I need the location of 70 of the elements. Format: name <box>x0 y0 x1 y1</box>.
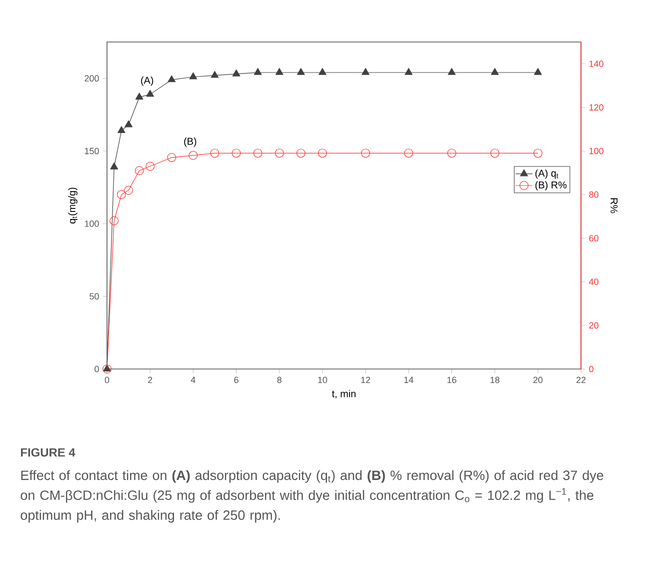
x-tick-label: 12 <box>361 376 370 384</box>
y-axis-title: q$_{t}$(mg/g) <box>68 188 78 224</box>
annotation: (A) <box>141 76 154 86</box>
point <box>124 120 132 128</box>
y2-axis-title: R% <box>610 198 618 214</box>
x-axis-title: t, min <box>332 390 356 398</box>
point <box>404 68 413 75</box>
y2-tick-label: 80 <box>589 191 598 198</box>
point <box>232 148 241 158</box>
point <box>296 68 305 75</box>
point <box>134 166 144 176</box>
x-tick-label: 16 <box>447 376 456 384</box>
point <box>490 68 499 75</box>
x-tick-label: 0 <box>104 376 110 384</box>
y-tick-label: 50 <box>90 293 99 300</box>
point <box>361 148 370 158</box>
text: FIGURE 4 <box>20 448 76 457</box>
point <box>135 92 144 100</box>
point <box>110 162 118 170</box>
y2-tick-label: 60 <box>589 235 598 242</box>
point <box>447 148 456 158</box>
x-tick-label: 6 <box>234 376 238 384</box>
point <box>168 75 176 82</box>
point <box>254 68 262 75</box>
x-tick-label: 2 <box>148 376 152 384</box>
point <box>188 150 198 160</box>
point <box>210 148 220 158</box>
point <box>533 148 542 158</box>
point <box>448 68 456 75</box>
point <box>110 216 119 226</box>
x-tick-label: 18 <box>490 376 500 384</box>
point <box>490 148 500 158</box>
y-tick-label: 200 <box>84 75 99 82</box>
point <box>404 148 414 158</box>
point <box>146 90 154 97</box>
x-tick-label: 10 <box>318 376 328 384</box>
x-tick-label: 14 <box>404 376 414 383</box>
point <box>232 69 240 76</box>
point <box>362 68 370 75</box>
y2-tick-label: 40 <box>588 278 598 285</box>
legend-label: (B) R% <box>535 181 567 190</box>
x-tick-label: 20 <box>533 376 543 384</box>
y-tick-label: 0 <box>94 366 99 372</box>
legend-label: (A) q$_{t}$ <box>535 169 558 179</box>
text: Effect of contact time on (A) adsorption capacity (q$_{t}$) and (B) % removal (R%) of acid red 37 dye on CM-βCD:nChi:Glu (25 mg of adsorbent with dye initial concentration C$_{o}$ = 102.2 mg L$^{−1}$, the optimum pH, and shaking rate of 250 rpm). <box>20 470 604 523</box>
point <box>253 148 262 158</box>
point <box>189 72 198 80</box>
y-tick-label: 100 <box>84 220 99 227</box>
x-tick-label: 4 <box>190 376 196 383</box>
point <box>146 162 155 171</box>
y2-tick-label: 0 <box>589 366 594 372</box>
point <box>318 68 326 75</box>
point <box>275 68 284 75</box>
y2-tick-label: 140 <box>589 60 604 67</box>
y2-tick-label: 120 <box>589 104 604 111</box>
point <box>274 148 284 158</box>
point <box>167 153 176 162</box>
point <box>116 190 126 200</box>
x-tick-label: 8 <box>277 376 282 384</box>
x-tick-label: 22 <box>576 376 586 384</box>
annotation: (B) <box>184 138 196 147</box>
y2-tick-label: 20 <box>589 322 598 329</box>
y-tick-label: 150 <box>84 148 99 154</box>
point <box>318 148 327 158</box>
point <box>296 148 306 158</box>
point <box>124 186 134 195</box>
point <box>118 126 126 134</box>
point <box>210 70 219 78</box>
y2-tick-label: 100 <box>589 148 604 154</box>
point <box>534 68 542 75</box>
